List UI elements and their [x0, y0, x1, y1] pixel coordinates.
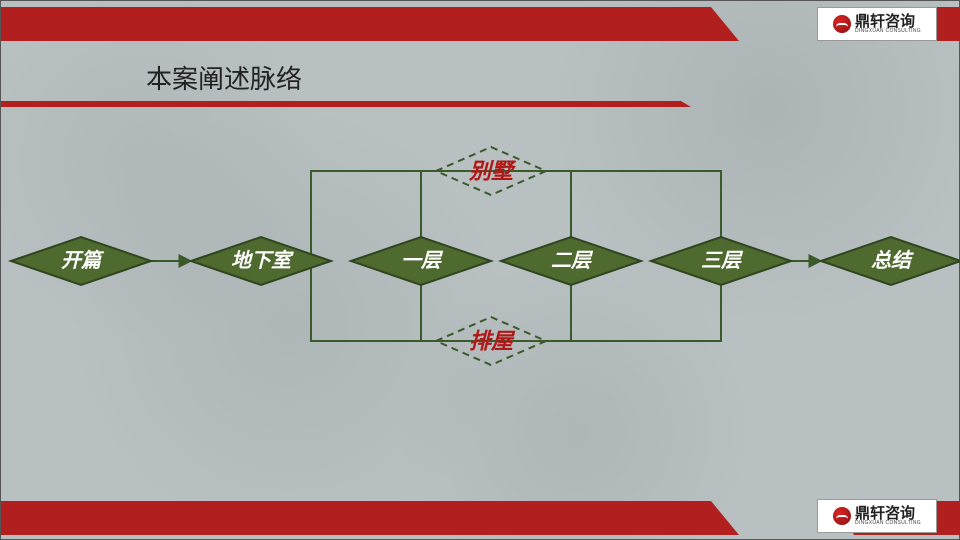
- flow-node-label: 一层: [401, 250, 444, 272]
- logo-cn: 鼎轩咨询: [855, 14, 921, 29]
- slide: 别墅排屋 开篇 地下室 一层 二层 三层 总结 本案阐述脉络 鼎轩咨询 DINGXUAN …: [0, 0, 960, 540]
- branch-label: 排屋: [469, 329, 516, 354]
- flow-node-label: 地下室: [231, 249, 294, 272]
- page-title: 本案阐述脉络: [146, 59, 302, 96]
- logo-en: DINGXUAN CONSULTING: [855, 29, 921, 34]
- logo-en: DINGXUAN CONSULTING: [855, 521, 921, 526]
- flow-node-label: 开篇: [61, 249, 105, 272]
- logo-bottom: 鼎轩咨询 DINGXUAN CONSULTING: [817, 499, 937, 533]
- flow-node-label: 总结: [871, 249, 914, 272]
- footer-bar: 鼎轩咨询 DINGXUAN CONSULTING: [1, 499, 959, 533]
- diagram-svg: 别墅排屋 开篇 地下室 一层 二层 三层 总结: [1, 1, 960, 540]
- title-underline: [1, 101, 691, 107]
- flow-node-label: 二层: [551, 250, 594, 272]
- logo-icon: [833, 507, 851, 525]
- logo-icon: [833, 15, 851, 33]
- flow-node-label: 三层: [701, 250, 744, 272]
- logo-cn: 鼎轩咨询: [855, 506, 921, 521]
- logo-top: 鼎轩咨询 DINGXUAN CONSULTING: [817, 7, 937, 41]
- branch-label: 别墅: [468, 159, 517, 184]
- header-bar: 鼎轩咨询 DINGXUAN CONSULTING: [1, 7, 959, 41]
